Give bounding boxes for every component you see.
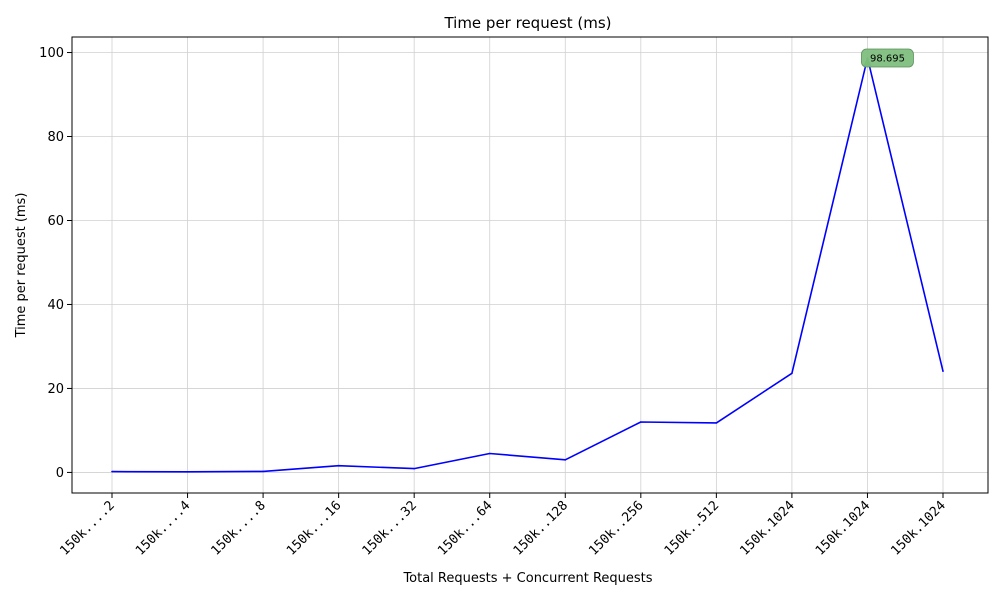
y-tick-label: 80 (47, 130, 64, 145)
data-point (791, 372, 793, 375)
y-tick-label: 0 (56, 466, 64, 481)
data-point (564, 459, 567, 461)
data-point (262, 470, 264, 473)
data-point (186, 470, 189, 473)
data-point (640, 421, 642, 423)
data-point (413, 467, 415, 470)
grid-lines (72, 37, 988, 493)
y-tick-label: 60 (47, 214, 64, 229)
data-point (942, 370, 944, 373)
y-tick-label: 40 (47, 298, 64, 313)
y-axis-label: Time per request (ms) (14, 193, 29, 339)
y-tick-label: 20 (47, 382, 64, 397)
series-line (111, 57, 944, 473)
plot-frame (71, 36, 989, 494)
data-point (337, 464, 340, 467)
x-axis-label: Total Requests + Concurrent Requests (402, 571, 652, 586)
data-point (488, 452, 491, 455)
y-tick-label: 100 (39, 46, 64, 61)
data-point (111, 470, 113, 473)
data-point (715, 422, 718, 424)
chart-title: Time per request (ms) (443, 14, 611, 32)
peak-annotation: 98.695 (861, 48, 914, 68)
y-axis-ticks: 0 20 40 60 80 100 (39, 46, 72, 481)
annotation-label: 98.695 (870, 54, 905, 65)
annotation-box (861, 48, 914, 68)
